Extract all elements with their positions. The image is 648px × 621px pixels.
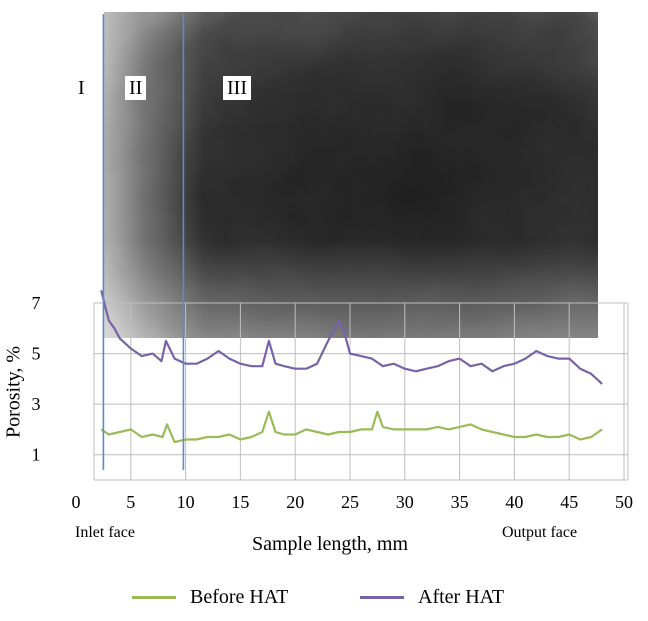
y-tick-label: 1 — [32, 445, 41, 465]
zone-label-3: III — [223, 76, 251, 100]
legend-swatch-after — [360, 596, 404, 599]
x-tick-label: 5 — [126, 492, 135, 512]
legend-label-before: Before HAT — [190, 586, 289, 608]
legend-label-after: After HAT — [418, 586, 505, 608]
x-tick-label: 0 — [72, 492, 81, 512]
series-line-after — [100, 290, 603, 385]
y-tick-label: 3 — [32, 394, 41, 414]
y-tick-label: 7 — [32, 293, 41, 313]
x-tick-label: 40 — [505, 492, 523, 512]
x-tick-label: 15 — [231, 492, 249, 512]
zone-label-1: I — [78, 77, 85, 99]
legend-swatch-before — [132, 596, 176, 599]
inlet-face-label: Inlet face — [75, 524, 135, 541]
series-layer — [100, 290, 603, 444]
y-tick-label: 5 — [32, 344, 41, 364]
zone-boundaries — [102, 14, 185, 470]
x-tick-label: 25 — [341, 492, 359, 512]
x-tick-label: 30 — [396, 492, 414, 512]
zone-label-2: II — [125, 76, 147, 100]
x-axis-ticks: 0 5 10 15 20 25 30 35 40 45 50 — [72, 492, 634, 512]
x-tick-label: 35 — [451, 492, 469, 512]
x-tick-label: 10 — [177, 492, 195, 512]
series-line-before — [100, 410, 603, 444]
legend: Before HAT After HAT — [0, 586, 648, 610]
x-tick-label: 50 — [615, 492, 633, 512]
y-axis-ticks: 1 3 5 7 — [32, 293, 41, 465]
legend-item-before: Before HAT — [132, 586, 288, 609]
grid — [93, 302, 629, 481]
legend-item-after: After HAT — [360, 586, 504, 609]
xray-image — [104, 12, 598, 338]
x-tick-label: 20 — [286, 492, 304, 512]
output-face-label: Output face — [502, 524, 578, 541]
x-tick-label: 45 — [560, 492, 578, 512]
y-axis-label: Porosity, % — [2, 345, 25, 439]
x-axis-label: Sample length, mm — [251, 533, 409, 555]
